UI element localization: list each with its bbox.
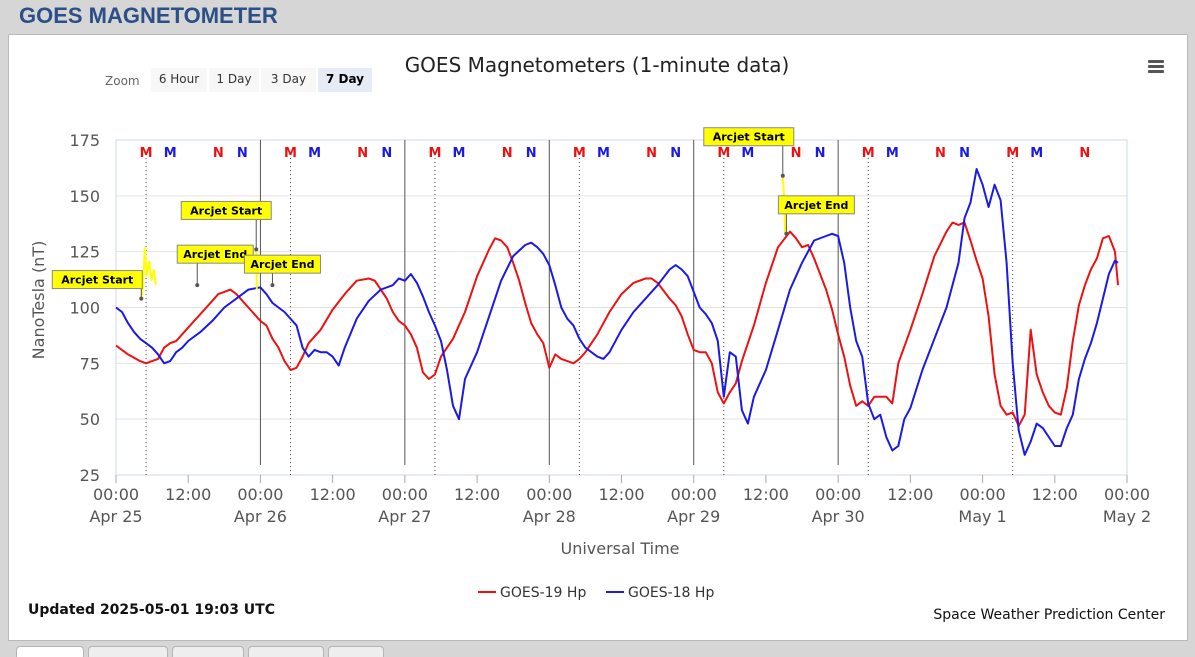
chart-panel (8, 34, 1188, 641)
zoom-6-hour-button[interactable]: 6 Hour (151, 68, 207, 92)
page-title: GOES MAGNETOMETER (19, 3, 278, 28)
zoom-label: Zoom (105, 74, 140, 88)
bottom-tab-strip (0, 642, 1195, 652)
zoom-1-day-button[interactable]: 1 Day (209, 68, 259, 92)
zoom-7-day-button[interactable]: 7 Day (318, 68, 372, 92)
page-header: GOES MAGNETOMETER (0, 0, 1195, 32)
hamburger-menu-icon[interactable] (1146, 59, 1166, 75)
zoom-3-day-button[interactable]: 3 Day (261, 68, 316, 92)
